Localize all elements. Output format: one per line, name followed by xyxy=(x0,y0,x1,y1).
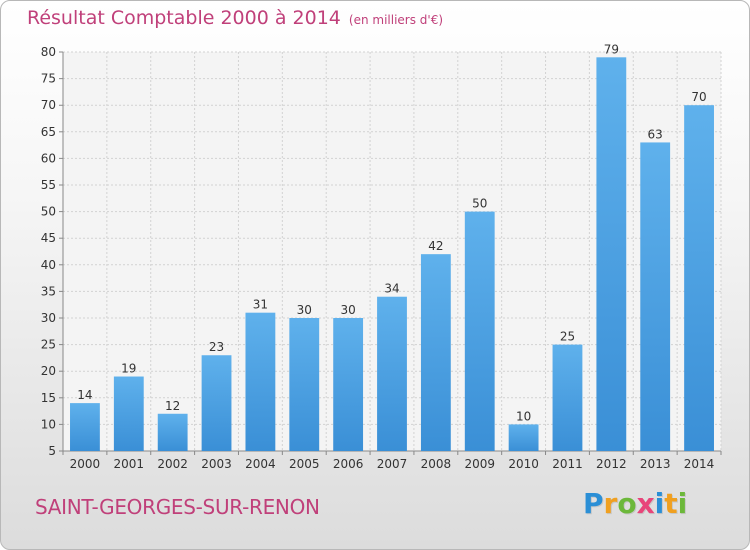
bar-value-label: 30 xyxy=(297,303,312,317)
x-tick-label: 2004 xyxy=(245,457,276,471)
bar-value-label: 79 xyxy=(604,42,619,56)
bar-value-label: 14 xyxy=(77,388,92,402)
y-tick-label: 75 xyxy=(41,72,56,86)
bar xyxy=(289,318,320,451)
y-tick-label: 10 xyxy=(41,417,56,431)
bar xyxy=(464,211,495,451)
bar xyxy=(70,403,100,451)
bar xyxy=(377,296,407,451)
logo-letter: o xyxy=(617,487,637,520)
logo-letter: i xyxy=(677,487,688,520)
y-tick-label: 30 xyxy=(41,311,56,325)
x-tick-label: 2011 xyxy=(552,457,583,471)
bar xyxy=(420,254,451,451)
y-tick-label: 15 xyxy=(41,391,56,405)
bar-value-label: 10 xyxy=(516,409,531,423)
bar-value-label: 25 xyxy=(560,330,575,344)
bar-value-label: 63 xyxy=(648,127,663,141)
y-tick-label: 50 xyxy=(41,205,56,219)
bar-value-label: 12 xyxy=(165,399,180,413)
y-tick-label: 70 xyxy=(41,98,56,112)
bar xyxy=(333,318,364,451)
x-tick-label: 2007 xyxy=(377,457,408,471)
y-tick-label: 5 xyxy=(48,444,56,458)
logo-letter: x xyxy=(636,487,655,520)
bar xyxy=(201,355,232,451)
x-tick-label: 2013 xyxy=(640,457,671,471)
city-name: SAINT-GEORGES-SUR-RENON xyxy=(35,495,320,519)
bar xyxy=(640,142,671,451)
logo-letter: r xyxy=(603,487,618,520)
x-tick-label: 2012 xyxy=(596,457,627,471)
y-tick-label: 35 xyxy=(41,284,56,298)
x-tick-label: 2009 xyxy=(464,457,495,471)
x-tick-label: 2000 xyxy=(70,457,101,471)
logo-letter: t xyxy=(664,487,678,520)
x-tick-label: 2006 xyxy=(333,457,364,471)
y-tick-label: 80 xyxy=(41,45,56,59)
bar-value-label: 70 xyxy=(691,90,706,104)
x-tick-label: 2005 xyxy=(289,457,320,471)
bar-value-label: 23 xyxy=(209,340,224,354)
bar xyxy=(684,105,714,451)
y-tick-label: 45 xyxy=(41,231,56,245)
title-main: Résultat Comptable 2000 à 2014 xyxy=(27,7,341,29)
y-tick-label: 25 xyxy=(41,338,56,352)
bar xyxy=(596,57,627,451)
bar-value-label: 31 xyxy=(253,298,268,312)
x-tick-label: 2008 xyxy=(421,457,452,471)
bar-value-label: 19 xyxy=(121,362,136,376)
bar-value-label: 42 xyxy=(428,239,443,253)
x-tick-label: 2010 xyxy=(508,457,539,471)
bar xyxy=(552,344,583,451)
y-tick-label: 55 xyxy=(41,178,56,192)
bar-value-label: 30 xyxy=(340,303,355,317)
bar xyxy=(245,312,276,451)
logo-letter: P xyxy=(583,487,604,520)
title-subtitle: (en milliers d'€) xyxy=(348,13,444,27)
bar-value-label: 34 xyxy=(384,282,399,296)
logo-letter: i xyxy=(654,487,665,520)
x-tick-label: 2003 xyxy=(201,457,232,471)
proxiti-logo: Proxiti xyxy=(583,487,687,520)
y-tick-label: 60 xyxy=(41,151,56,165)
x-tick-label: 2001 xyxy=(114,457,145,471)
bar xyxy=(508,424,539,451)
x-tick-label: 2014 xyxy=(684,457,715,471)
chart-title: Résultat Comptable 2000 à 2014 (en millie… xyxy=(27,7,443,29)
x-tick-label: 2002 xyxy=(157,457,188,471)
bar xyxy=(157,413,188,451)
y-tick-label: 65 xyxy=(41,125,56,139)
bar xyxy=(113,376,144,451)
y-tick-label: 40 xyxy=(41,258,56,272)
bar-value-label: 50 xyxy=(472,197,487,211)
y-tick-label: 20 xyxy=(41,364,56,378)
